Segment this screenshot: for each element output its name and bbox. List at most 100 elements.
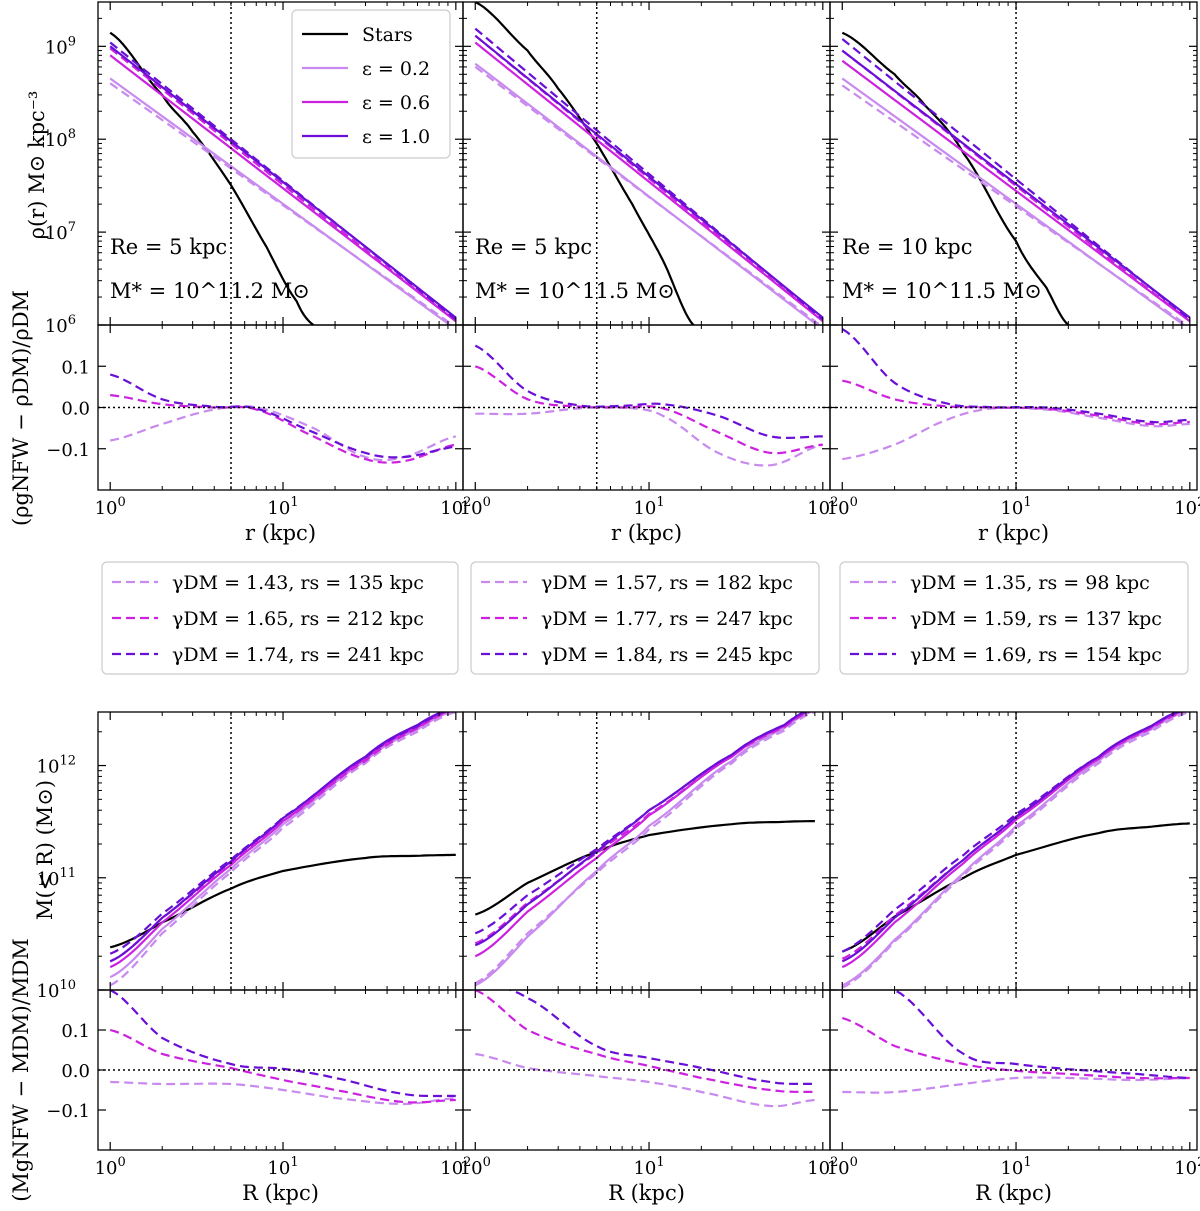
density-residual-eps_1_0-line	[109, 373, 456, 459]
mass-eps_1_0-dashed-line	[841, 712, 1181, 953]
mass-eps_0_6-dashed-line	[109, 712, 452, 963]
fit-legend-box	[839, 561, 1189, 675]
mass-eps_1_0-dashed-line	[474, 712, 808, 935]
legend-entry-label: ε = 1.0	[362, 126, 430, 148]
fit-legend-label: γDM = 1.35, rs = 98 kpc	[910, 572, 1150, 594]
mass-residual-y-axis-label: (MgNFW − MDM)/MDM	[9, 938, 33, 1202]
density-residual-eps_1_0-line	[841, 328, 1190, 424]
effective-radius-annotation: Re = 5 kpc	[110, 235, 227, 259]
y-tick-label: −0.1	[46, 440, 90, 461]
density-eps_0_2-dashed-line	[109, 82, 455, 325]
legend-entry-label: ε = 0.2	[362, 58, 430, 80]
mass-residual-eps_0_6-line	[109, 1028, 456, 1104]
x-tick-label: 102	[807, 1155, 838, 1179]
fit-legend: γDM = 1.57, rs = 182 kpc γDM = 1.77, rs =…	[470, 561, 820, 675]
fit-legend-label: γDM = 1.65, rs = 212 kpc	[172, 608, 424, 630]
density-eps_1_0-solid-line	[474, 34, 824, 319]
mass-eps_1_0-dashed-line	[109, 712, 447, 955]
density-eps_0_6-solid-line	[474, 41, 824, 323]
mass-residual-eps_0_6-line	[474, 990, 815, 1094]
x-tick-label: 102	[440, 495, 471, 519]
y-tick-label: 107	[45, 220, 76, 244]
main-legend: Stars ε = 0.2 ε = 0.6 ε = 1.0	[291, 9, 451, 159]
x-axis-label: R (kpc)	[608, 1181, 685, 1205]
fit-legend-label: γDM = 1.57, rs = 182 kpc	[541, 572, 793, 594]
x-tick-label: 101	[267, 495, 298, 519]
mass-eps_0_2-solid-line	[474, 712, 814, 987]
y-tick-label: 1010	[37, 978, 76, 1002]
effective-radius-annotation: Re = 10 kpc	[842, 235, 973, 259]
y-tick-label: 108	[45, 127, 76, 151]
x-tick-label: 100	[827, 1155, 858, 1179]
x-axis-label: r (kpc)	[978, 521, 1049, 545]
fit-legend: γDM = 1.43, rs = 135 kpc γDM = 1.65, rs =…	[101, 561, 459, 675]
mass-residual-eps_1_0-line	[507, 990, 815, 1086]
x-tick-label: 100	[460, 1155, 491, 1179]
x-axis-label: r (kpc)	[245, 521, 316, 545]
x-tick-label: 101	[1000, 495, 1031, 519]
density-residual-eps_0_2-line	[475, 405, 824, 467]
fit-legend-label: γDM = 1.69, rs = 154 kpc	[910, 644, 1162, 666]
y-tick-label: 0.0	[61, 399, 90, 420]
x-tick-label: 102	[1174, 1155, 1200, 1179]
x-tick-label: 102	[807, 495, 838, 519]
x-tick-label: 100	[827, 495, 858, 519]
stars-density-line	[474, 2, 695, 325]
density-residual-eps_0_2-line	[109, 404, 457, 462]
mass-residual-eps_0_2-line	[110, 1080, 456, 1106]
x-axis-label: R (kpc)	[242, 1181, 319, 1205]
fit-legend-box	[101, 561, 459, 675]
x-tick-label: 100	[95, 1155, 126, 1179]
fit-legend-label: γDM = 1.74, rs = 241 kpc	[172, 644, 424, 666]
mass-eps_1_0-solid-line	[474, 712, 807, 947]
y-tick-label: 0.1	[61, 357, 90, 378]
mass-eps_0_2-solid-line	[109, 712, 455, 979]
density-residual-eps_1_0-line	[474, 344, 823, 440]
density-eps_0_2-dashed-line	[841, 84, 1189, 325]
legend-entry-label: Stars	[362, 24, 413, 46]
fit-legend-label: γDM = 1.77, rs = 247 kpc	[541, 608, 793, 630]
mass-residual-eps_1_0-line	[842, 990, 1190, 1080]
density-eps_0_2-dashed-line	[474, 66, 822, 325]
y-tick-label: 1011	[37, 866, 76, 890]
axes-frame	[829, 711, 1198, 991]
density-eps_0_6-solid-line	[841, 59, 1191, 323]
legend-entry-label: ε = 0.6	[362, 92, 430, 114]
y-tick-label: −0.1	[46, 1101, 90, 1122]
legend-box	[291, 9, 451, 159]
fit-legend: γDM = 1.35, rs = 98 kpc γDM = 1.59, rs = …	[839, 561, 1189, 675]
density-eps_1_0-dashed-line	[109, 41, 457, 321]
mass-eps_0_6-dashed-line	[474, 712, 812, 945]
density-residual-eps_0_6-line	[842, 379, 1190, 426]
density-eps_1_0-dashed-line	[474, 27, 824, 321]
x-tick-label: 100	[460, 495, 491, 519]
stars-density-line	[841, 31, 1070, 325]
mass-y-axis-label: M(< R) (M⊙)	[33, 780, 57, 920]
y-tick-label: 0.0	[61, 1061, 90, 1082]
mass-residual-eps_0_2-line	[842, 1076, 1190, 1094]
y-tick-label: 0.1	[61, 1021, 90, 1042]
fit-legend-label: γDM = 1.84, rs = 245 kpc	[541, 644, 793, 666]
stars-mass-line	[474, 820, 815, 916]
axes-frame	[462, 1, 831, 326]
density-eps_1_0-dashed-line	[841, 38, 1191, 321]
x-tick-label: 101	[267, 1155, 298, 1179]
fit-legend-label: γDM = 1.43, rs = 135 kpc	[172, 572, 424, 594]
density-residual-eps_0_6-line	[474, 365, 823, 455]
mass-residual-eps_0_6-line	[841, 1016, 1190, 1080]
x-tick-label: 101	[1000, 1155, 1031, 1179]
stellar-mass-annotation: M* = 10^11.2 M⊙	[110, 279, 310, 303]
axes-frame	[97, 711, 464, 991]
density-residual-y-axis-label: (ρgNFW − ρDM)/ρDM	[9, 290, 33, 526]
mass-eps_0_2-dashed-line	[109, 712, 457, 987]
y-tick-label: 1012	[37, 754, 76, 778]
density-residual-eps_0_6-line	[110, 394, 457, 464]
x-tick-label: 100	[95, 495, 126, 519]
fit-legend-box	[470, 561, 820, 675]
x-tick-label: 101	[633, 495, 664, 519]
mass-eps_0_2-dashed-line	[841, 712, 1191, 989]
x-axis-label: r (kpc)	[611, 521, 682, 545]
axes-frame	[829, 1, 1198, 326]
density-y-axis-label: ρ(r) M⊙ kpc⁻³	[25, 91, 49, 240]
